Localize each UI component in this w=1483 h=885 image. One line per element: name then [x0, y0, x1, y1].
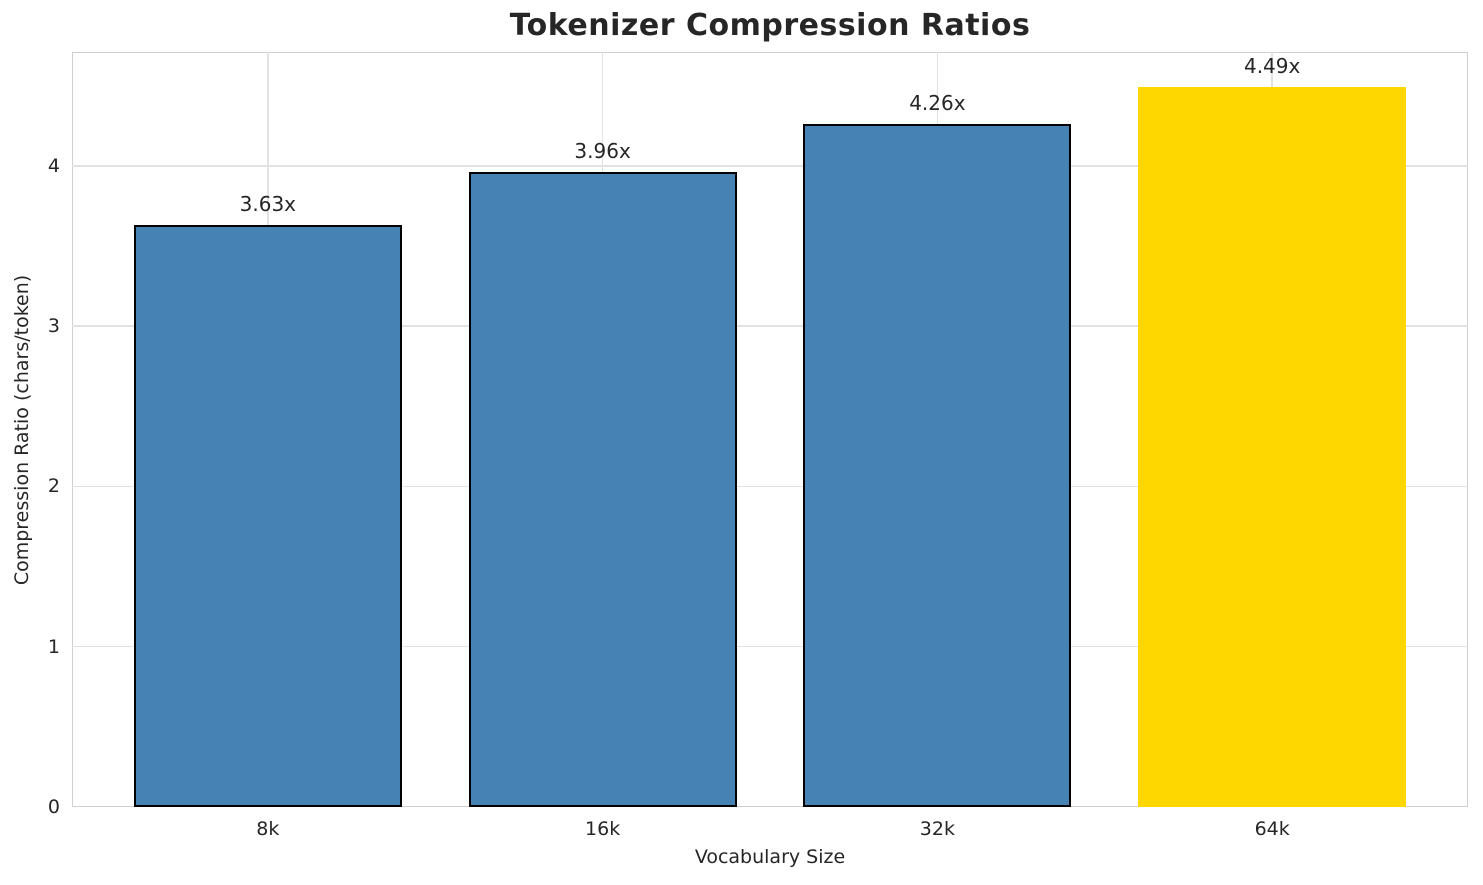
- bar-value-label: 4.49x: [1243, 54, 1301, 79]
- horizontal-gridline: [72, 645, 1468, 648]
- y-tick-label: 4: [47, 154, 60, 177]
- y-tick-label: 2: [47, 475, 60, 498]
- bar-64k: [1138, 87, 1407, 807]
- x-tick-label: 16k: [585, 818, 621, 840]
- y-tick-label: 1: [47, 635, 60, 658]
- x-tick-label: 64k: [1254, 818, 1290, 840]
- horizontal-gridline: [72, 165, 1468, 167]
- bar-32k: [803, 124, 1072, 807]
- x-tick-label: 32k: [919, 818, 955, 840]
- bar-value-label: 3.63x: [239, 192, 297, 217]
- bar-16k: [468, 172, 737, 807]
- x-tick-label: 8k: [256, 818, 280, 840]
- y-tick-label: 3: [47, 315, 60, 338]
- bar-value-label: 4.26x: [909, 91, 966, 116]
- bar-8k: [133, 225, 402, 807]
- bar-value-label: 3.96x: [574, 139, 631, 164]
- chart-title: Tokenizer Compression Ratios: [509, 8, 1031, 43]
- x-axis-label: Vocabulary Size: [694, 846, 846, 868]
- horizontal-gridline: [72, 485, 1468, 488]
- y-tick-label: 0: [47, 796, 60, 818]
- horizontal-gridline: [72, 325, 1468, 327]
